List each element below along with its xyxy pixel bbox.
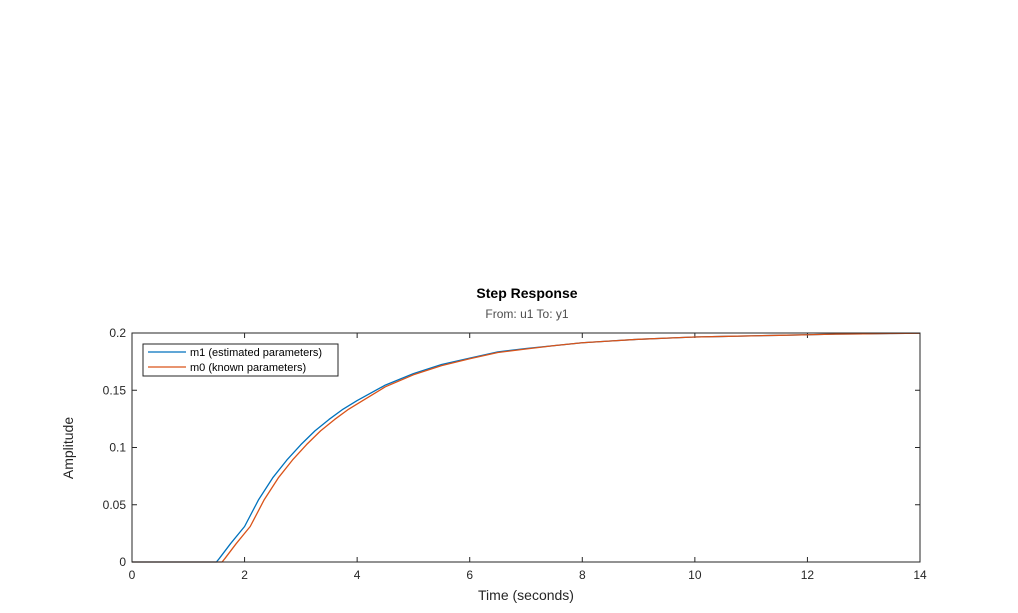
y-tick-label: 0.2 xyxy=(109,326,126,340)
series-line-m0 xyxy=(132,332,921,563)
axes-frame xyxy=(131,332,921,563)
chart-title: Step Response xyxy=(476,285,577,301)
legend-label-m0: m0 (known parameters) xyxy=(190,362,306,374)
legend-box xyxy=(142,343,339,377)
x-tick-label: 0 xyxy=(129,568,136,582)
x-tick-label: 8 xyxy=(579,568,586,582)
y-tick-label: 0.05 xyxy=(103,498,127,512)
y-tick-label: 0 xyxy=(119,555,126,569)
x-tick-label: 14 xyxy=(913,568,927,582)
chart-subtitle: From: u1 To: y1 xyxy=(485,307,568,321)
x-tick-label: 12 xyxy=(801,568,815,582)
y-axis-ticks: 0 0.05 0.1 0.15 0.2 xyxy=(103,326,920,569)
y-tick-label: 0.1 xyxy=(109,441,126,455)
y-tick-label: 0.15 xyxy=(103,383,127,397)
series-layer xyxy=(132,332,921,563)
x-axis-label: Time (seconds) xyxy=(478,587,574,603)
y-axis-label: Amplitude xyxy=(60,417,76,479)
legend-label-m1: m1 (estimated parameters) xyxy=(190,347,322,359)
x-tick-label: 10 xyxy=(688,568,702,582)
x-tick-label: 2 xyxy=(241,568,248,582)
x-tick-label: 6 xyxy=(466,568,473,582)
x-tick-label: 4 xyxy=(354,568,361,582)
legend: m1 (estimated parameters) m0 (known para… xyxy=(142,343,339,377)
